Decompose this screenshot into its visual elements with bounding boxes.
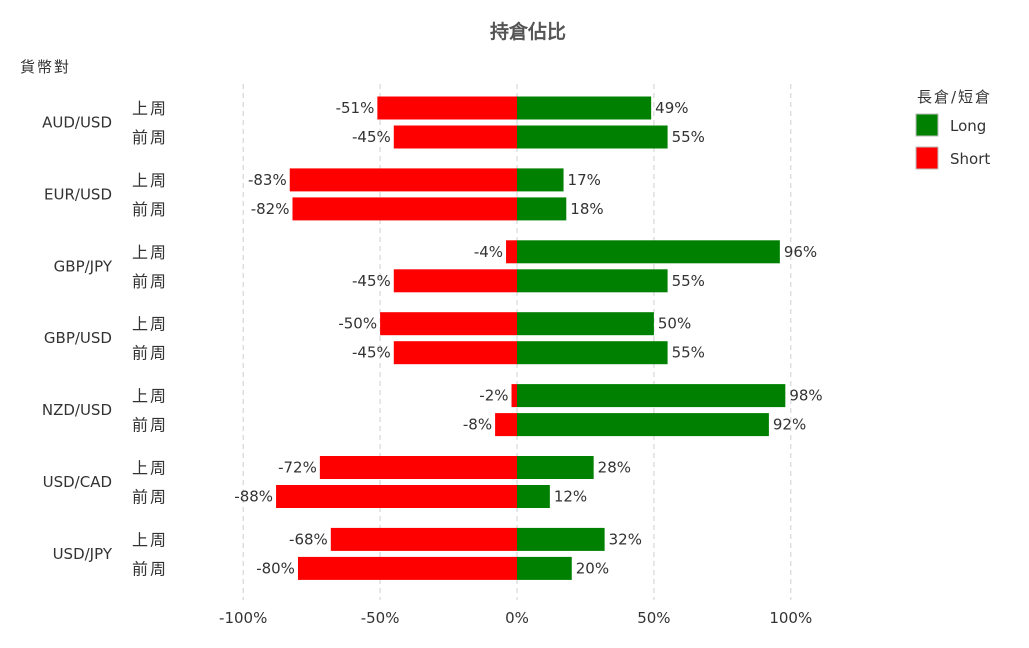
long-value-label: 17% — [568, 171, 601, 189]
y-axis-title: 貨幣對 — [20, 58, 71, 76]
long-value-label: 20% — [576, 559, 609, 577]
long-bar — [517, 556, 572, 580]
long-bar — [517, 197, 567, 221]
short-bar — [297, 556, 517, 580]
period-label: 前周 — [132, 488, 168, 507]
short-value-label: -8% — [463, 416, 492, 434]
period-label: 前周 — [132, 559, 168, 578]
legend-label-long: Long — [950, 117, 986, 135]
long-value-label: 55% — [672, 128, 705, 146]
period-label: 前周 — [132, 200, 168, 219]
period-label: 上周 — [132, 387, 168, 406]
short-bar — [393, 269, 517, 293]
long-bar — [517, 168, 564, 192]
currency-pair-label: EUR/USD — [44, 185, 112, 203]
legend: 長倉/短倉 Long Short — [915, 88, 992, 170]
short-value-label: -45% — [352, 128, 391, 146]
currency-pair-label: AUD/USD — [42, 114, 112, 132]
labels: -100% -50% 0% 50% 100% AUD/USD 上周 -51% 49% 前周 -45%… — [42, 99, 823, 627]
short-bar — [377, 96, 517, 120]
long-value-label: 92% — [773, 416, 806, 434]
short-bar — [393, 341, 517, 365]
currency-pair-label: GBP/JPY — [54, 257, 113, 275]
long-bar — [517, 341, 668, 365]
short-value-label: -80% — [256, 559, 295, 577]
x-tick-label: -50% — [361, 609, 400, 627]
period-label: 前周 — [132, 416, 168, 435]
long-value-label: 28% — [598, 459, 631, 477]
x-tick-label: 50% — [637, 609, 670, 627]
long-bar — [517, 240, 780, 264]
long-bar — [517, 527, 605, 551]
long-value-label: 55% — [672, 344, 705, 362]
long-bar — [517, 96, 652, 120]
bars — [276, 96, 786, 580]
short-value-label: -50% — [338, 315, 377, 333]
short-bar — [330, 527, 517, 551]
short-bar — [511, 384, 517, 408]
long-bar — [517, 125, 668, 149]
long-value-label: 96% — [784, 243, 817, 261]
long-value-label: 18% — [570, 200, 603, 218]
long-bar — [517, 384, 786, 408]
currency-pair-label: NZD/USD — [42, 401, 112, 419]
period-label: 上周 — [132, 243, 168, 262]
currency-pair-label: USD/JPY — [53, 545, 113, 563]
long-bar — [517, 456, 594, 479]
short-bar — [319, 456, 517, 479]
short-value-label: -45% — [352, 272, 391, 290]
x-tick-label: 100% — [769, 609, 812, 627]
short-bar — [292, 197, 517, 221]
currency-pair-label: GBP/USD — [44, 329, 112, 347]
legend-swatch-long — [915, 113, 939, 137]
long-value-label: 32% — [609, 530, 642, 548]
long-value-label: 49% — [655, 99, 688, 117]
short-value-label: -68% — [289, 530, 328, 548]
long-value-label: 12% — [554, 488, 587, 506]
long-value-label: 50% — [658, 315, 691, 333]
short-value-label: -45% — [352, 344, 391, 362]
x-tick-label: -100% — [219, 609, 267, 627]
short-value-label: -2% — [479, 387, 508, 405]
period-label: 上周 — [132, 315, 168, 334]
long-bar — [517, 312, 654, 336]
short-bar — [380, 312, 517, 336]
period-label: 上周 — [132, 171, 168, 190]
short-value-label: -82% — [251, 200, 290, 218]
short-bar — [506, 240, 517, 264]
long-value-label: 98% — [789, 387, 822, 405]
legend-title: 長倉/短倉 — [917, 88, 992, 106]
short-bar — [495, 413, 517, 437]
short-value-label: -88% — [234, 488, 273, 506]
short-value-label: -83% — [248, 171, 287, 189]
short-value-label: -51% — [336, 99, 375, 117]
long-value-label: 55% — [672, 272, 705, 290]
period-label: 上周 — [132, 459, 168, 478]
period-label: 上周 — [132, 530, 168, 549]
short-bar — [289, 168, 517, 192]
long-bar — [517, 269, 668, 293]
legend-swatch-short — [915, 146, 939, 170]
period-label: 上周 — [132, 99, 168, 118]
period-label: 前周 — [132, 272, 168, 291]
chart-title: 持倉佔比 — [490, 20, 566, 43]
x-tick-label: 0% — [505, 609, 529, 627]
legend-label-short: Short — [950, 150, 990, 168]
long-bar — [517, 413, 769, 437]
period-label: 前周 — [132, 344, 168, 363]
period-label: 前周 — [132, 128, 168, 147]
long-bar — [517, 485, 550, 508]
short-value-label: -4% — [474, 243, 503, 261]
currency-pair-label: USD/CAD — [43, 473, 112, 491]
short-bar — [276, 485, 517, 508]
short-bar — [393, 125, 517, 149]
short-value-label: -72% — [278, 459, 317, 477]
